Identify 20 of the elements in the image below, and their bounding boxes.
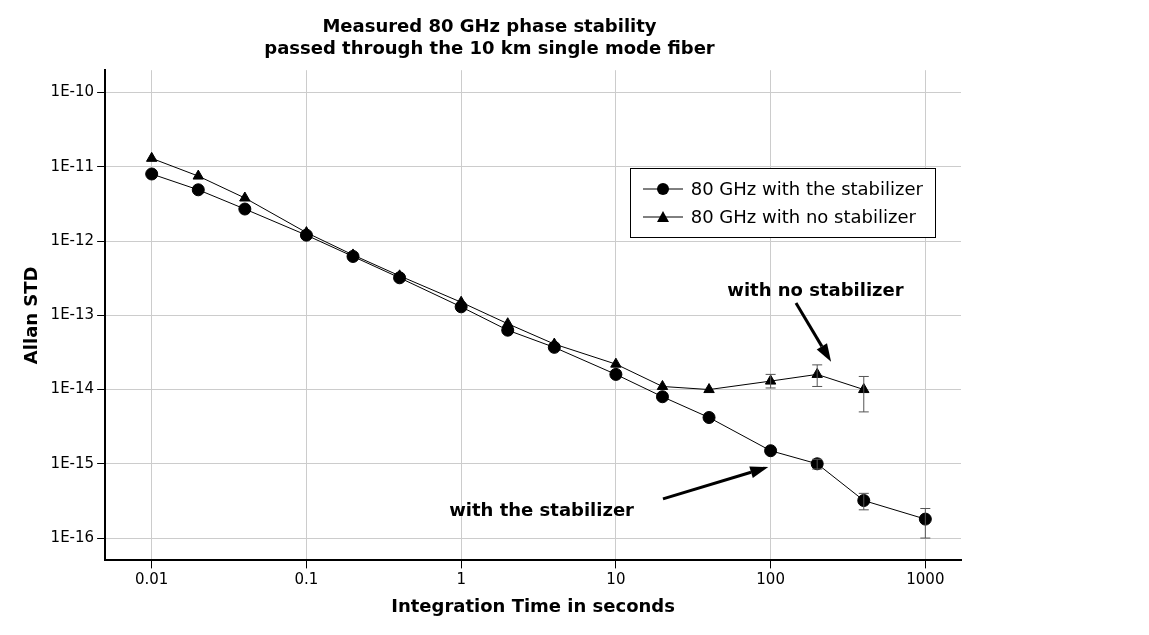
y-axis-title: Allan STD <box>20 266 42 365</box>
chart-title: Measured 80 GHz phase stability passed through the 10 km single mode fiber <box>264 15 715 59</box>
x-tick-label: 100 <box>756 570 785 589</box>
y-tick-label: 1E-13 <box>50 305 95 324</box>
y-tick-label: 1E-10 <box>50 82 95 101</box>
y-tick-label: 1E-11 <box>50 156 95 175</box>
y-tick-label: 1E-14 <box>50 379 95 398</box>
annotation: with the stabilizer <box>449 498 634 520</box>
x-axis-title: Integration Time in seconds <box>391 594 675 616</box>
x-tick-label: 1000 <box>906 570 945 589</box>
x-tick-label: 0.1 <box>294 570 319 589</box>
legend-label: 80 GHz with no stabilizer <box>690 205 916 230</box>
x-tick-label: 1 <box>456 570 466 589</box>
annotation: with no stabilizer <box>727 278 904 300</box>
y-tick-label: 1E-16 <box>50 527 95 546</box>
legend-label: 80 GHz with the stabilizer <box>690 177 923 202</box>
y-tick-label: 1E-12 <box>50 230 95 249</box>
y-tick-label: 1E-15 <box>50 453 95 472</box>
x-tick-label: 10 <box>606 570 626 589</box>
x-tick-label: 0.01 <box>135 570 169 589</box>
